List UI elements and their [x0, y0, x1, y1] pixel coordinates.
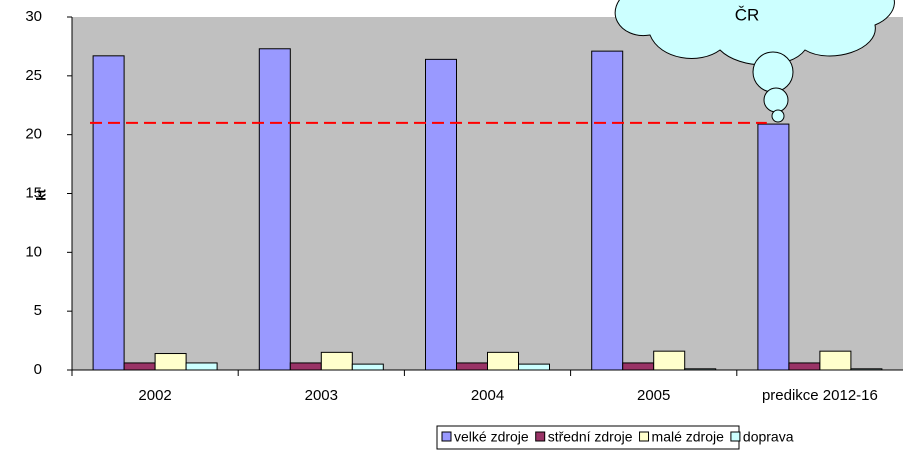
- cloud: ČR: [614, 0, 895, 123]
- bar: [258, 48, 291, 371]
- y-tick-label: 10: [25, 243, 42, 260]
- y-tick-label: 15: [25, 184, 42, 201]
- bar: [351, 363, 384, 371]
- y-tick-label: 30: [25, 8, 42, 25]
- bar: [757, 123, 790, 371]
- x-tick-label: 2004: [471, 387, 504, 404]
- annotation: ČR: [735, 5, 760, 24]
- bar: [591, 50, 624, 371]
- legend-swatch: [535, 431, 546, 442]
- y-tick-label: 25: [25, 67, 42, 84]
- bar: [92, 55, 125, 371]
- legend-label: doprava: [743, 429, 794, 445]
- y-tick-label: 0: [34, 361, 42, 378]
- bar: [123, 362, 156, 371]
- bar: [154, 353, 187, 371]
- bar: [456, 362, 488, 371]
- x-tick-label: 2002: [138, 387, 171, 404]
- bar: [788, 362, 821, 371]
- legend-label: malé zdroje: [652, 429, 725, 445]
- bar: [518, 363, 550, 371]
- y-tick-label: 5: [34, 302, 42, 319]
- legend-swatch: [730, 431, 741, 442]
- cloud-bubble: [771, 109, 785, 123]
- bar: [320, 351, 353, 371]
- bar: [653, 350, 686, 371]
- cloud-bubble: [752, 51, 794, 93]
- legend-swatch: [639, 431, 650, 442]
- bar: [185, 362, 218, 371]
- y-tick-label: 20: [25, 126, 42, 143]
- bar: [289, 362, 322, 371]
- legend-swatch: [441, 431, 452, 442]
- y-axis-label: kt: [33, 189, 48, 201]
- x-tick-label: predikce 2012-16: [762, 387, 878, 404]
- cloud-bubble: [763, 87, 789, 113]
- legend-label: střední zdroje: [548, 429, 633, 445]
- legend-label: velké zdroje: [454, 429, 529, 445]
- bar: [487, 351, 519, 371]
- bar: [425, 58, 457, 371]
- bar: [622, 362, 655, 371]
- bar: [819, 350, 852, 371]
- plot: [92, 48, 883, 371]
- x-tick-label: 2003: [305, 387, 338, 404]
- x-tick-label: 2005: [637, 387, 670, 404]
